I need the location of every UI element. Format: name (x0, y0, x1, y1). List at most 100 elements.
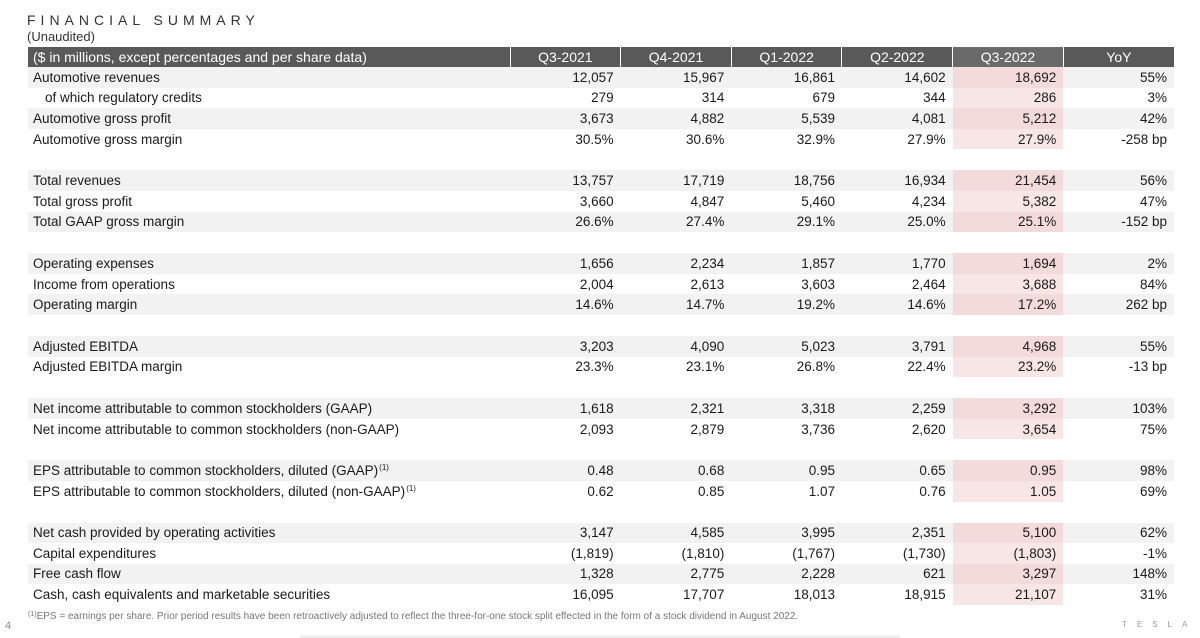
current-quarter-cell: 25.1% (952, 211, 1064, 233)
current-quarter-cell: 1,694 (952, 253, 1064, 274)
current-quarter-cell: 5,212 (952, 108, 1064, 129)
value-cell: 2,234 (620, 253, 732, 274)
spacer-cell (28, 149, 1174, 171)
table-row: Total revenues 13,757 17,719 18,756 16,934 21… (28, 170, 1174, 191)
current-quarter-cell: 18,692 (952, 67, 1064, 88)
footnote-marker: (1) (28, 611, 37, 618)
row-label-text: Free cash flow (33, 566, 121, 582)
group-spacer (28, 439, 1174, 461)
yoy-cell: 2% (1063, 253, 1174, 274)
value-cell: 12,057 (510, 67, 621, 88)
value-cell: 18,013 (731, 584, 842, 605)
row-label-text: Operating margin (33, 297, 138, 313)
row-label-text: Net cash provided by operating activitie… (33, 525, 276, 541)
table-row: EPS attributable to common stockholders,… (28, 480, 1174, 502)
footnote-reference: (1) (406, 483, 416, 493)
row-label: Operating expenses (28, 253, 511, 274)
row-label: Total revenues (28, 170, 511, 191)
row-label-text: Capital expenditures (33, 545, 157, 561)
value-cell: 2,259 (841, 398, 953, 419)
current-quarter-cell: 3,688 (952, 273, 1064, 295)
yoy-cell: 103% (1063, 398, 1174, 419)
value-cell: 3,995 (731, 522, 842, 544)
current-quarter-cell: 1.05 (952, 480, 1064, 502)
row-label-text: Adjusted EBITDA margin (33, 359, 183, 375)
row-label: Total gross profit (28, 190, 511, 212)
financial-summary-table: ($ in millions, except percentages and p… (28, 47, 1174, 605)
spacer-cell (28, 501, 1174, 523)
value-cell: 2,879 (620, 418, 732, 440)
table-row: Free cash flow 1,328 2,775 2,228 621 3,297 148… (28, 563, 1174, 585)
table-body: Automotive revenues 12,057 15,967 16,861 14,… (28, 67, 1174, 605)
current-quarter-cell: 4,968 (952, 335, 1064, 357)
current-quarter-cell: (1,803) (952, 543, 1064, 564)
value-cell: 5,539 (731, 108, 842, 129)
value-cell: 27.9% (841, 128, 953, 150)
group-spacer (28, 232, 1174, 254)
value-cell: 4,090 (620, 335, 732, 357)
value-cell: 2,620 (841, 418, 953, 440)
yoy-cell: -1% (1063, 543, 1174, 564)
value-cell: 2,228 (731, 563, 842, 585)
current-quarter-cell: 3,297 (952, 563, 1064, 585)
yoy-cell: 55% (1063, 335, 1174, 357)
row-label-text: of which regulatory credits (45, 90, 202, 106)
row-label: of which regulatory credits (28, 87, 511, 109)
row-label: Capital expenditures (28, 543, 511, 564)
value-cell: 22.4% (841, 356, 953, 378)
current-quarter-cell: 3,654 (952, 418, 1064, 440)
value-cell: 15,967 (620, 67, 732, 88)
value-cell: 0.48 (510, 460, 621, 481)
row-label: Adjusted EBITDA (28, 335, 511, 357)
value-cell: 0.85 (620, 480, 732, 502)
value-cell: 5,023 (731, 335, 842, 357)
current-quarter-cell: 3,292 (952, 398, 1064, 419)
row-label: EPS attributable to common stockholders,… (28, 480, 511, 502)
value-cell: 14.7% (620, 294, 732, 315)
row-label-text: EPS attributable to common stockholders,… (33, 463, 379, 479)
table-row: Automotive gross margin 30.5% 30.6% 32.9% 27… (28, 128, 1174, 150)
value-cell: 621 (841, 563, 953, 585)
spacer-cell (28, 439, 1174, 461)
row-label-text: Automotive revenues (33, 69, 160, 85)
table-row: Operating margin 14.6% 14.7% 19.2% 14.6% 17.2… (28, 294, 1174, 315)
value-cell: (1,819) (510, 543, 621, 564)
current-quarter-cell: 286 (952, 87, 1064, 109)
value-cell: 2,093 (510, 418, 621, 440)
row-label-text: Net income attributable to common stockh… (33, 421, 400, 437)
table-row: Automotive revenues 12,057 15,967 16,861 14,… (28, 67, 1174, 88)
value-cell: 3,203 (510, 335, 621, 357)
value-cell: 14,602 (841, 67, 953, 88)
yoy-cell: 84% (1063, 273, 1174, 295)
row-label-text: Operating expenses (33, 255, 154, 271)
row-label-text: Income from operations (33, 276, 175, 292)
page-title: FINANCIAL SUMMARY (27, 12, 260, 28)
value-cell: 3,673 (510, 108, 621, 129)
current-quarter-cell: 5,100 (952, 522, 1064, 544)
group-spacer (28, 377, 1174, 399)
bottom-shadow (300, 634, 900, 638)
row-label: Adjusted EBITDA margin (28, 356, 511, 378)
group-spacer (28, 314, 1174, 336)
value-cell: 4,585 (620, 522, 732, 544)
yoy-cell: 55% (1063, 67, 1174, 88)
table-row: EPS attributable to common stockholders,… (28, 460, 1174, 481)
value-cell: 1,656 (510, 253, 621, 274)
table-row: Net income attributable to common stockh… (28, 398, 1174, 419)
value-cell: 1,857 (731, 253, 842, 274)
group-spacer (28, 501, 1174, 523)
table-row: Total GAAP gross margin 26.6% 27.4% 29.1% 25… (28, 211, 1174, 233)
value-cell: 3,147 (510, 522, 621, 544)
value-cell: 30.5% (510, 128, 621, 150)
yoy-cell: 75% (1063, 418, 1174, 440)
column-header: Q1-2022 (730, 47, 842, 67)
value-cell: 16,861 (731, 67, 842, 88)
value-cell: 3,603 (731, 273, 842, 295)
row-label: Income from operations (28, 273, 511, 295)
row-label: Cash, cash equivalents and marketable se… (28, 584, 511, 605)
table-row: Automotive gross profit 3,673 4,882 5,539 4,… (28, 108, 1174, 129)
row-label-text: EPS attributable to common stockholders,… (33, 483, 406, 499)
yoy-cell: 42% (1063, 108, 1174, 129)
footnote-text: EPS = earnings per share. Prior period r… (36, 611, 799, 622)
row-label: EPS attributable to common stockholders,… (28, 460, 511, 481)
